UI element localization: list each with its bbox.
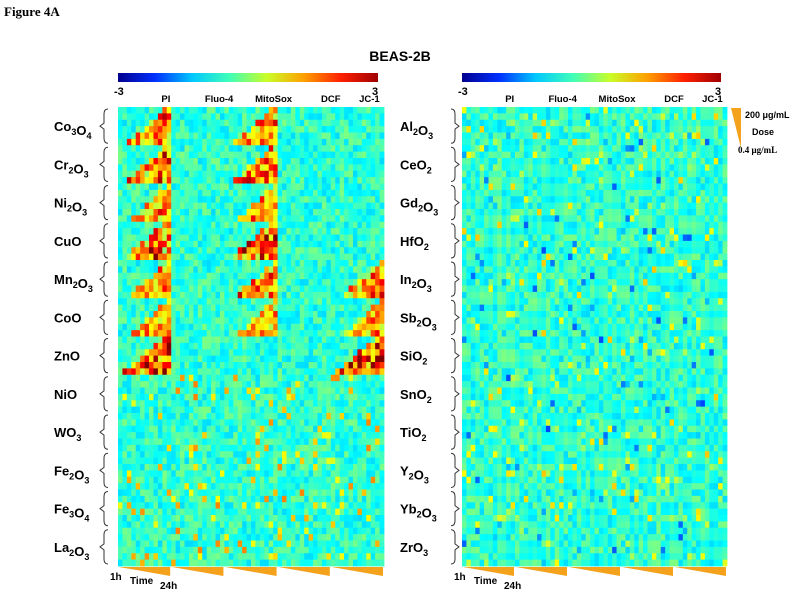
assay-label: MitoSox — [255, 94, 293, 105]
heatmap-cells — [462, 107, 728, 567]
time-axis-label: Time — [474, 576, 498, 587]
oxide-label: Ni2O3 — [54, 196, 87, 218]
figure-label: Figure 4A — [4, 4, 60, 19]
oxide-label: Sb2O3 — [400, 310, 437, 332]
assay-label: PI — [161, 94, 170, 105]
time-wedge — [622, 567, 673, 576]
group-brace — [450, 452, 460, 488]
group-brace — [450, 414, 460, 450]
time-wedge — [463, 567, 514, 576]
group-brace — [99, 108, 109, 144]
time-wedge — [331, 567, 383, 576]
assay-label: MitoSox — [599, 94, 637, 105]
oxide-label: La2O3 — [54, 540, 89, 562]
group-brace — [450, 338, 460, 374]
group-brace — [99, 452, 109, 488]
oxide-label: Gd2O3 — [400, 196, 438, 218]
oxide-label: Al2O3 — [400, 119, 433, 141]
group-brace — [99, 146, 109, 182]
colorbar — [118, 73, 378, 82]
oxide-label: Cr2O3 — [54, 157, 89, 179]
colorbar-max-label: 3 — [715, 86, 721, 98]
assay-label: PI — [505, 94, 514, 105]
time-wedge — [569, 567, 620, 576]
oxide-label: Yb2O3 — [400, 502, 437, 524]
time-end-label: 24h — [160, 581, 177, 592]
group-brace — [99, 338, 109, 374]
group-brace — [450, 108, 460, 144]
cell-line-title: BEAS-2B — [369, 48, 431, 64]
oxide-label: ZrO3 — [400, 540, 428, 558]
oxide-label: In2O3 — [400, 272, 432, 294]
oxide-label: Fe2O3 — [54, 463, 89, 485]
assay-label: Fluo-4 — [205, 94, 234, 105]
heatmap-panel-left: -3 3 PI Fluo-4 MitoSox DCF JC-1 Co3O4 Cr2O3 Ni2O3… — [54, 73, 385, 592]
group-brace — [450, 299, 460, 335]
heatmap-panel-right: -3 3 PI Fluo-4 MitoSox DCF JC-1 Al2O3 CeO2 Gd2O3 H… — [400, 73, 728, 592]
group-brace — [99, 529, 109, 565]
oxide-label: TiO2 — [400, 425, 426, 443]
oxide-label: CeO2 — [400, 157, 432, 175]
oxide-label: CuO — [54, 234, 81, 249]
oxide-label: Co3O4 — [54, 119, 92, 141]
oxide-label: CoO — [54, 310, 81, 325]
group-brace — [450, 376, 460, 412]
time-end-label: 24h — [504, 581, 521, 592]
oxide-label: WO3 — [54, 425, 81, 443]
oxide-label: SiO2 — [400, 349, 427, 367]
time-wedge — [675, 567, 726, 576]
time-wedge — [278, 567, 330, 576]
time-wedge — [119, 567, 171, 576]
colorbar-min-label: -3 — [114, 86, 124, 98]
assay-label: JC-1 — [702, 94, 723, 105]
group-brace — [450, 146, 460, 182]
dose-high-label: 200 μg/mL — [745, 110, 790, 120]
time-axis-label: Time — [130, 576, 154, 587]
time-wedge — [225, 567, 277, 576]
colorbar — [462, 73, 721, 82]
colorbar-min-label: -3 — [458, 86, 468, 98]
time-start-label: 1h — [454, 572, 466, 583]
dose-wedge — [731, 108, 741, 148]
time-start-label: 1h — [110, 572, 122, 583]
group-brace — [450, 491, 460, 527]
group-brace — [450, 261, 460, 297]
assay-label: DCF — [321, 94, 341, 105]
oxide-label: ZnO — [54, 349, 80, 364]
dose-low-label: 0.4 μg/mL — [738, 145, 777, 155]
group-brace — [99, 414, 109, 450]
group-brace — [99, 261, 109, 297]
oxide-label: Y2O3 — [400, 463, 429, 485]
group-brace — [99, 299, 109, 335]
heatmap-cells — [118, 107, 385, 567]
time-wedge — [172, 567, 224, 576]
colorbar-max-label: 3 — [372, 86, 378, 98]
group-brace — [99, 491, 109, 527]
oxide-label: Fe3O4 — [54, 502, 89, 524]
assay-label: JC-1 — [359, 94, 380, 105]
dose-legend: 200 μg/mL Dose 0.4 μg/mL — [731, 108, 790, 155]
oxide-label: NiO — [54, 387, 77, 402]
group-brace — [99, 223, 109, 259]
group-brace — [450, 185, 460, 221]
time-wedge — [516, 567, 567, 576]
oxide-label: Mn2O3 — [54, 272, 93, 294]
oxide-label: HfO2 — [400, 234, 429, 252]
group-brace — [450, 529, 460, 565]
group-brace — [99, 185, 109, 221]
assay-label: Fluo-4 — [548, 94, 577, 105]
oxide-label: SnO2 — [400, 387, 432, 405]
dose-axis-label: Dose — [752, 127, 774, 137]
group-brace — [450, 223, 460, 259]
assay-label: DCF — [664, 94, 684, 105]
group-brace — [99, 376, 109, 412]
